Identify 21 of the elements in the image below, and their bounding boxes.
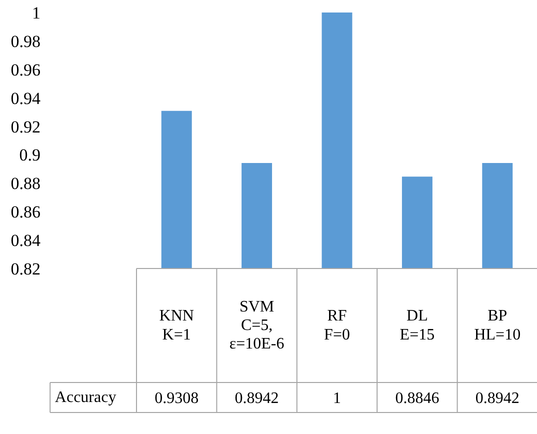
data-label: 1 [333,390,341,407]
data-label: 0.8942 [234,390,279,407]
y-tick-label: 0.94 [10,88,41,108]
text: Accuracy [54,389,116,406]
y-tick-label: 0.98 [10,32,40,51]
y-tick-label: 0.86 [10,202,40,222]
y-tick-label: 0.9 [19,146,40,165]
y-tick-label: 0.96 [10,60,40,80]
data-label: 0.9308 [154,390,199,407]
data-label: 0.8846 [395,390,440,407]
y-tick-label: 0.84 [10,231,41,250]
y-tick-label: 0.92 [10,117,40,136]
x-tick-label: DL E=15 [400,308,435,344]
y-tick-label: 0.82 [10,260,40,278]
data-label: 0.8942 [475,390,520,407]
y-tick-label: 0.88 [10,174,40,194]
y-tick-label: 1 [32,4,40,22]
x-tick-label: RF F=0 [324,308,350,344]
x-tick-label: KNN K=1 [159,308,194,344]
x-tick-label: SVM C=5, ε=10E-6 [229,298,284,353]
x-tick-label: BP HL=10 [474,308,521,344]
